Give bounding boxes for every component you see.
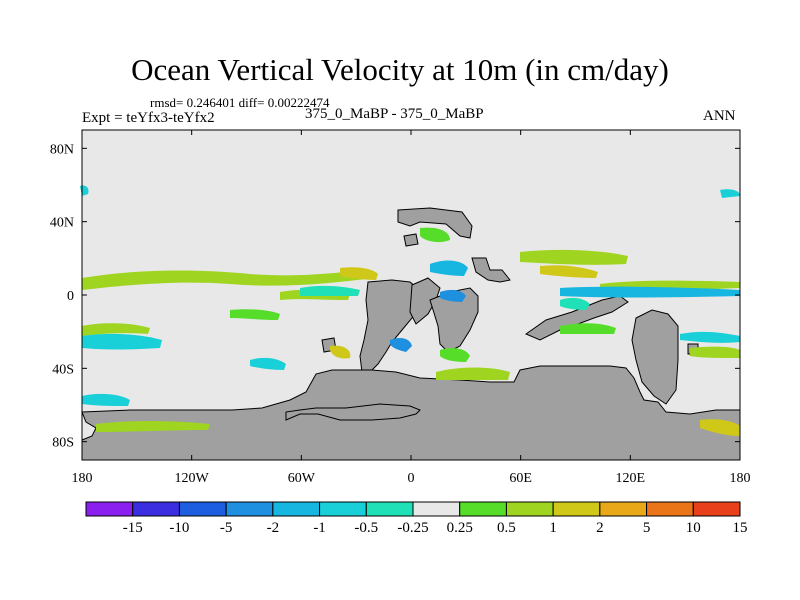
colorbar-swatch (646, 501, 694, 517)
patch-pos-1 (82, 270, 372, 290)
land-africa (429, 287, 479, 353)
x-tick-label: 60E (509, 471, 532, 486)
y-tick-label: 40S (52, 362, 74, 377)
patch-pos-2 (82, 323, 150, 336)
land-antarctic-peninsula (285, 403, 421, 421)
patch-pos-15 (230, 309, 280, 320)
colorbar-level-label: 10 (686, 520, 701, 536)
rmsd-diff-stats: rmsd= 0.246401 diff= 0.00222474 (150, 95, 330, 110)
colorbar: -15 -10 -5 -2 -1 -0.5 -0.25 0.25 0.5 1 2 5 10 15 (85, 501, 748, 536)
colorbar-swatch (272, 501, 321, 517)
colorbar-swatch (132, 501, 180, 517)
colorbar-swatch (599, 501, 648, 517)
colorbar-level-label: -10 (169, 520, 189, 536)
colorbar-level-label: 15 (733, 520, 748, 536)
x-tick-label: 180 (730, 471, 751, 486)
y-tick-label: 80S (52, 436, 74, 451)
chart-title: Ocean Vertical Velocity at 10m (in cm/da… (131, 52, 669, 87)
land-small-north (403, 233, 419, 247)
colorbar-swatch (178, 501, 227, 517)
patch-pos-14 (560, 323, 616, 334)
land-north-europe (397, 207, 473, 239)
colorbar-level-label: -15 (123, 520, 143, 536)
season-label: ANN (703, 108, 736, 124)
y-tick-label: 80N (50, 142, 74, 157)
x-tick-label: 120E (616, 471, 646, 486)
colorbar-swatch (85, 501, 134, 517)
patch-pos-4 (420, 227, 450, 243)
y-tick-label: 0 (67, 289, 74, 304)
positive-anomaly-patches (82, 227, 740, 436)
case-comparison-label: 375_0_MaBP - 375_0_MaBP (305, 106, 484, 122)
patch-neg-3 (430, 260, 468, 276)
colorbar-level-label: 5 (643, 520, 651, 536)
patch-pos-10 (96, 421, 210, 432)
colorbar-swatch (505, 501, 554, 517)
patch-neg-4 (560, 286, 740, 298)
patch-pos-11 (690, 346, 740, 358)
colorbar-swatch (365, 501, 414, 517)
patch-neg-9 (560, 297, 590, 310)
patch-pos-8 (330, 345, 351, 359)
colorbar-swatch (459, 501, 507, 517)
patch-neg-8 (390, 338, 412, 352)
colorbar-level-label: -0.5 (354, 520, 378, 536)
colorbar-swatch (692, 501, 741, 517)
x-tick-label: 120W (175, 471, 210, 486)
patch-neg-6 (82, 393, 130, 406)
x-tick-label: 180 (72, 471, 93, 486)
colorbar-level-label: -1 (313, 520, 326, 536)
colorbar-swatch (319, 501, 367, 517)
patch-pos-16 (440, 348, 470, 362)
patch-pos-5 (520, 249, 628, 265)
patch-neg-7 (680, 331, 740, 343)
map-field (80, 129, 741, 461)
x-tick-label: 0 (408, 471, 415, 486)
colorbar-level-label: 1 (549, 520, 557, 536)
y-tick-label: 40N (50, 216, 74, 231)
colorbar-swatch (552, 501, 601, 517)
colorbar-level-label: 0.25 (447, 520, 473, 536)
land-masses (81, 207, 741, 461)
colorbar-level-label: 2 (596, 520, 604, 536)
patch-neg-10 (250, 357, 286, 370)
patch-pos-6 (540, 265, 598, 278)
patch-neg-5 (440, 289, 466, 302)
colorbar-swatch (225, 501, 274, 517)
land-east-asia (471, 257, 511, 283)
experiment-label: Expt = teYfx3-teYfx2 (82, 110, 215, 126)
patch-pos-12 (700, 419, 740, 436)
negative-anomaly-patches (80, 185, 740, 406)
patch-neg-2 (300, 285, 360, 296)
land-australia (631, 309, 679, 405)
colorbar-level-label: -0.25 (397, 520, 428, 536)
colorbar-level-label: 0.5 (497, 520, 516, 536)
patch-neg-1 (82, 333, 162, 350)
patch-neg-12 (720, 189, 740, 198)
axis-ticks: 180 120W 60W 0 60E 120E 180 80N 40N 0 40S 80S (50, 130, 751, 486)
patch-pos-9 (436, 367, 510, 380)
patch-pos-13 (340, 267, 378, 280)
colorbar-level-label: -5 (220, 520, 233, 536)
colorbar-swatch (412, 501, 461, 517)
colorbar-level-label: -2 (267, 520, 280, 536)
x-tick-label: 60W (288, 471, 316, 486)
